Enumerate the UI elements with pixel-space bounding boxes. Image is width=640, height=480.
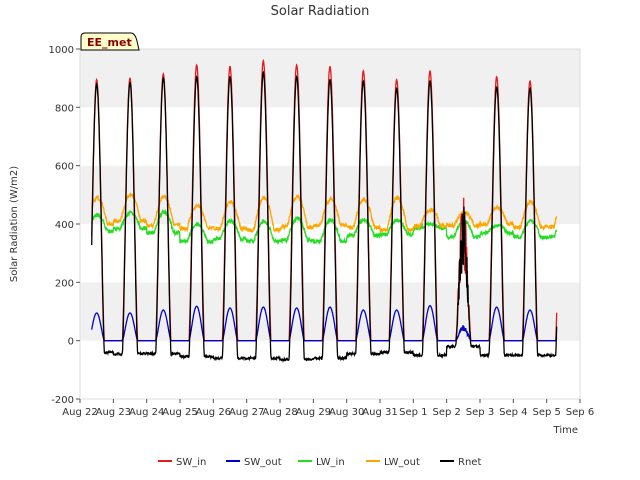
x-tick-label: Aug 31: [362, 407, 397, 418]
x-tick-label: Aug 28: [262, 407, 297, 418]
y-tick-label: 1000: [49, 45, 74, 56]
y-tick-label: -200: [51, 395, 74, 406]
grid-band: [80, 340, 580, 399]
station-badge: EE_met: [80, 32, 140, 51]
x-tick-label: Sep 2: [432, 407, 460, 418]
x-tick-label: Aug 26: [196, 407, 231, 418]
background-bands: [80, 49, 580, 399]
y-tick-label: 400: [55, 220, 74, 231]
y-tick-label: 0: [68, 337, 74, 348]
grid-band: [80, 49, 580, 108]
legend-label: SW_out: [244, 457, 282, 468]
grid-band: [80, 282, 580, 341]
grid-band: [80, 107, 580, 166]
series-lines: [91, 58, 558, 364]
chart-title: Solar Radiation: [271, 4, 370, 19]
station-badge-label: EE_met: [87, 36, 132, 49]
grid-band: [80, 165, 580, 224]
y-tick-label: 200: [55, 278, 74, 289]
y-tick-label: 800: [55, 103, 74, 114]
x-tick-label: Sep 6: [566, 407, 594, 418]
x-tick-label: Aug 30: [329, 407, 364, 418]
y-axis-label: Solar Radiation (W/m2): [9, 166, 20, 282]
x-tick-label: Aug 29: [296, 407, 331, 418]
series-line-lw-out: [91, 192, 558, 234]
legend-label: SW_in: [176, 457, 206, 468]
x-tick-label: Aug 27: [229, 407, 264, 418]
series-line-sw-out: [91, 305, 558, 342]
x-tick-label: Sep 1: [399, 407, 427, 418]
x-tick-label: Aug 24: [129, 407, 164, 418]
legend-label: Rnet: [458, 457, 481, 468]
y-axis-ticks: -200 0 200 400 600 800 1000: [49, 45, 80, 406]
legend-label: LW_in: [316, 457, 345, 468]
series-line-lw-in: [91, 208, 558, 245]
legend: SW_in SW_out LW_in LW_out Rnet: [158, 457, 481, 468]
x-axis-label: Time: [553, 425, 578, 436]
x-tick-label: Aug 25: [162, 407, 197, 418]
legend-label: LW_out: [384, 457, 420, 468]
y-tick-label: 600: [55, 162, 74, 173]
x-tick-label: Sep 4: [499, 407, 527, 418]
grid-band: [80, 224, 580, 283]
x-tick-label: Aug 23: [96, 407, 131, 418]
x-tick-label: Sep 3: [466, 407, 494, 418]
series-line-rnet: [91, 70, 558, 364]
x-tick-label: Sep 5: [532, 407, 560, 418]
x-tick-label: Aug 22: [62, 407, 97, 418]
